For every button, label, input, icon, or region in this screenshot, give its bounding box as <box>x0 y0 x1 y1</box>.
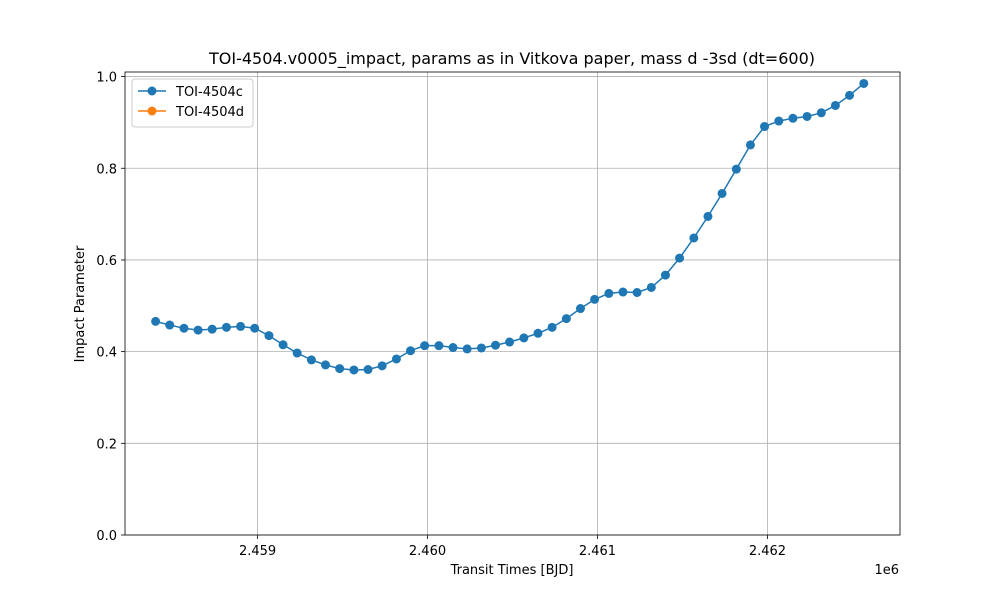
data-point <box>335 364 345 374</box>
y-tick-label: 0.2 <box>96 437 117 452</box>
x-axis-title: Transit Times [BJD] <box>450 563 574 578</box>
y-tick-label: 1.0 <box>96 71 117 86</box>
data-point <box>675 253 685 263</box>
legend: TOI-4504c TOI-4504d <box>131 78 254 128</box>
data-point <box>859 78 869 88</box>
data-point <box>434 341 444 351</box>
data-point <box>689 233 699 243</box>
data-point <box>264 331 274 341</box>
data-point <box>816 108 826 118</box>
data-point <box>561 314 571 324</box>
data-point <box>618 287 628 297</box>
data-point <box>845 90 855 100</box>
data-point <box>406 346 416 356</box>
data-point <box>250 323 260 333</box>
legend-label: TOI-4504c <box>175 85 243 100</box>
x-tick-label: 2.461 <box>579 544 616 559</box>
data-point <box>476 343 486 353</box>
data-point <box>745 140 755 150</box>
data-point <box>462 344 472 354</box>
chart-title: TOI-4504.v0005_impact, params as in Vitk… <box>208 49 815 69</box>
grid-lines <box>125 72 900 536</box>
data-point <box>519 333 529 343</box>
data-point <box>179 323 189 333</box>
y-axis-title: Impact Parameter <box>73 245 88 362</box>
data-point <box>547 322 557 332</box>
data-point <box>278 340 288 350</box>
data-point <box>788 113 798 123</box>
data-point <box>590 294 600 304</box>
y-tick-label: 0.0 <box>96 529 117 544</box>
data-point <box>604 288 614 298</box>
legend-label: TOI-4504d <box>175 105 244 120</box>
data-point <box>491 340 501 350</box>
data-point <box>760 122 770 132</box>
data-point <box>830 100 840 110</box>
legend-marker <box>147 106 157 116</box>
data-point <box>363 365 373 375</box>
data-point <box>717 188 727 198</box>
data-point <box>221 322 231 332</box>
data-point <box>321 360 331 370</box>
legend-marker <box>147 86 157 96</box>
data-point <box>193 325 203 335</box>
data-point <box>703 211 713 221</box>
data-point <box>505 337 515 347</box>
data-point <box>731 164 741 174</box>
y-tick-label: 0.6 <box>96 254 117 269</box>
data-point <box>660 270 670 280</box>
data-point <box>165 320 175 330</box>
data-point <box>151 316 161 326</box>
data-point <box>575 304 585 314</box>
data-point <box>448 343 458 353</box>
plot-frame <box>124 71 901 536</box>
data-point <box>292 348 302 358</box>
data-point <box>632 287 642 297</box>
data-point <box>377 361 387 371</box>
y-tick-label: 0.8 <box>96 162 117 177</box>
data-point <box>646 282 656 292</box>
data-point <box>774 116 784 126</box>
data-point <box>533 328 543 338</box>
data-point <box>349 365 359 375</box>
data-point <box>306 355 316 365</box>
x-tick-label: 2.459 <box>239 544 276 559</box>
data-point <box>236 321 246 331</box>
series-line <box>155 82 865 371</box>
data-point <box>207 324 217 334</box>
x-axis-offset-label: 1e6 <box>874 563 899 578</box>
x-tick-label: 2.460 <box>409 544 446 559</box>
data-point <box>391 354 401 364</box>
y-tick-label: 0.4 <box>96 346 117 361</box>
x-tick-label: 2.462 <box>749 544 786 559</box>
data-point <box>802 111 812 121</box>
data-point <box>420 341 430 351</box>
